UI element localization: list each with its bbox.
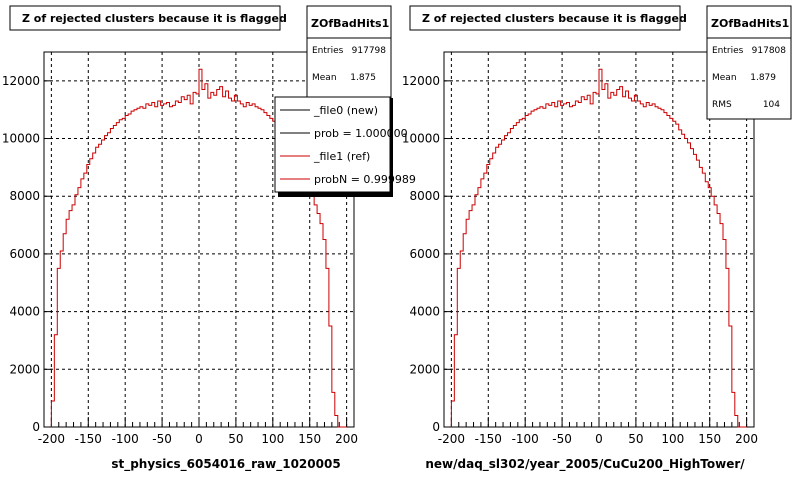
right-x-tick-label-8: 200 xyxy=(735,432,758,446)
right-y-tick-label-6: 12000 xyxy=(402,74,440,88)
right-y-tick-label-1: 2000 xyxy=(409,362,440,376)
right-y-tick-label-2: 4000 xyxy=(409,305,440,319)
right-x-tick-label-6: 100 xyxy=(661,432,684,446)
left-title: Z of rejected clusters because it is fla… xyxy=(22,12,287,25)
left-x-tick-label-3: -50 xyxy=(152,432,172,446)
right-x-tick-label-3: -50 xyxy=(552,432,572,446)
left-x-tick-label-5: 50 xyxy=(228,432,243,446)
left-x-tick-label-7: 150 xyxy=(298,432,321,446)
right-stats-entries-value: 917808 xyxy=(752,46,787,56)
right-stats-rms-value: 104 xyxy=(763,100,780,110)
left-y-tick-label-0: 0 xyxy=(32,420,40,434)
right-title: Z of rejected clusters because it is fla… xyxy=(422,12,687,25)
left-y-tick-label-1: 2000 xyxy=(9,362,40,376)
left-x-tick-label-0: -200 xyxy=(38,432,65,446)
right-y-tick-label-5: 10000 xyxy=(402,132,440,146)
right-y-tick-label-3: 6000 xyxy=(409,247,440,261)
left-legend-shadow xyxy=(278,192,392,197)
left-stats-entries-label: Entries xyxy=(312,46,344,56)
right-x-tick-label-2: -100 xyxy=(512,432,539,446)
right-y-ticks: 0 2000 4000 6000 8000 10000 12000 xyxy=(402,74,452,434)
left-stats-name: ZOfBadHits1 xyxy=(311,17,389,30)
left-stats-mean-value: 1.875 xyxy=(350,73,376,83)
right-y-tick-label-0: 0 xyxy=(432,420,440,434)
right-y-tick-label-4: 8000 xyxy=(409,189,440,203)
right-stats-entries-label: Entries xyxy=(712,46,744,56)
left-y-tick-label-2: 4000 xyxy=(9,305,40,319)
right-stats-rms-label: RMS xyxy=(712,100,732,110)
right-title-box xyxy=(409,5,681,31)
left-title-box xyxy=(9,5,281,31)
left-x-tick-label-8: 200 xyxy=(335,432,358,446)
left-x-tick-label-4: 0 xyxy=(195,432,203,446)
left-stats-mean-label: Mean xyxy=(312,73,337,83)
right-histogram-line xyxy=(450,68,747,428)
right-x-tick-label-1: -150 xyxy=(475,432,502,446)
left-stats-box xyxy=(306,5,392,99)
left-y-tick-label-3: 6000 xyxy=(9,247,40,261)
left-y-tick-label-6: 12000 xyxy=(2,74,40,88)
left-y-ticks: 0 2000 4000 6000 8000 10000 12000 xyxy=(2,74,52,434)
left-legend-entry-2: _file1 (ref) xyxy=(313,150,370,163)
left-legend-box xyxy=(274,96,391,193)
right-stats-mean-label: Mean xyxy=(712,73,737,83)
left-x-tick-label-6: 100 xyxy=(261,432,284,446)
left-legend: _file0 (new) prob = 1.000000 _file1 (ref… xyxy=(274,96,416,197)
left-x-axis-label: st_physics_6054016_raw_1020005 xyxy=(111,457,340,472)
right-x-tick-label-4: 0 xyxy=(595,432,603,446)
right-x-ticks: -200 -150 -100 -50 0 50 100 150 200 xyxy=(438,417,758,446)
left-x-ticks: -200 -150 -100 -50 0 50 100 150 200 xyxy=(38,417,358,446)
left-legend-entry-3: probN = 0.999989 xyxy=(314,173,416,186)
left-y-tick-label-5: 10000 xyxy=(2,132,40,146)
left-stats-entries-value: 917798 xyxy=(352,46,387,56)
left-y-tick-label-4: 8000 xyxy=(9,189,40,203)
right-stats-mean-value: 1.879 xyxy=(750,73,776,83)
left-legend-entry-0: _file0 (new) xyxy=(313,104,378,117)
right-x-tick-label-0: -200 xyxy=(438,432,465,446)
right-x-tick-label-5: 50 xyxy=(628,432,643,446)
left-legend-entry-1: prob = 1.000000 xyxy=(314,127,408,140)
right-x-tick-label-7: 150 xyxy=(698,432,721,446)
left-x-tick-label-2: -100 xyxy=(112,432,139,446)
right-grid xyxy=(444,52,754,427)
right-stats-name: ZOfBadHits1 xyxy=(711,17,789,30)
left-x-tick-label-1: -150 xyxy=(75,432,102,446)
right-x-axis-label: new/daq_sl302/year_2005/CuCu200_HighTowe… xyxy=(425,457,745,472)
right-stats-box xyxy=(706,5,792,120)
